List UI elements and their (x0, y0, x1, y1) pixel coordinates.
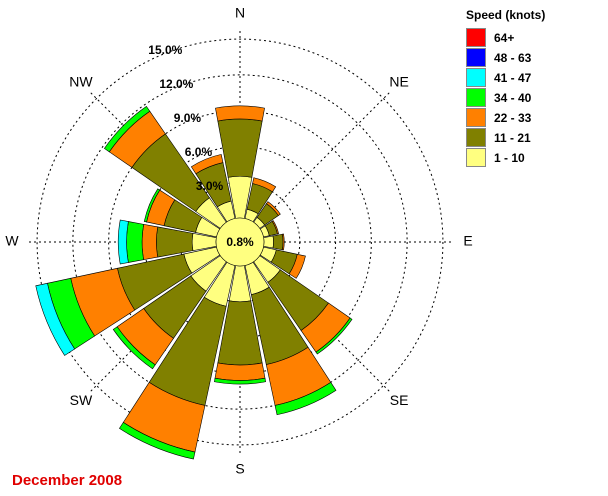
legend-item: 11 - 21 (466, 128, 596, 147)
wedge-wsw-bin-5 (35, 282, 76, 356)
calm-circle (215, 217, 265, 267)
ring-5 (36, 38, 444, 446)
legend-swatch (466, 108, 486, 127)
legend-items: 64+ 48 - 63 41 - 47 34 - 40 22 - 33 11 - 21 1 … (466, 28, 596, 167)
wind-rose-wedges (35, 105, 353, 460)
legend-item: 1 - 10 (466, 148, 596, 167)
legend-item: 41 - 47 (466, 68, 596, 87)
ring-label-1: 3.0% (196, 179, 224, 193)
legend-swatch (466, 28, 486, 47)
wedge-sse-bin-4 (274, 381, 337, 416)
spoke-ne (256, 91, 391, 226)
wedge-s-bin-3 (214, 362, 266, 381)
ring-label-3: 9.0% (174, 111, 202, 125)
legend-label: 34 - 40 (494, 90, 532, 105)
overlay: 0.8% 3.0% 6.0% 9.0% 12.0% 15.0% N NE E SE S SW W NW (5, 5, 472, 477)
wedge-nne-bin-3 (252, 177, 277, 193)
wedge-nw-bin-4 (103, 105, 151, 153)
legend-swatch (466, 128, 486, 147)
footer-date: December 2008 (12, 472, 123, 489)
wedge-e-bin-1 (263, 235, 274, 249)
legend-label: 1 - 10 (494, 150, 525, 165)
wedge-e-bin-2 (272, 233, 284, 251)
wedge-w-bin-4 (126, 221, 145, 263)
legend-item: 64+ (466, 28, 596, 47)
legend-title: Speed (knots) (466, 8, 546, 22)
legend-swatch (466, 88, 486, 107)
calm-label: 0.8% (226, 235, 254, 249)
legend-item: 22 - 33 (466, 108, 596, 127)
wedge-ene-bin-3 (271, 220, 279, 235)
compass-label-se: SE (390, 392, 409, 408)
legend-swatch (466, 48, 486, 67)
wedge-w-bin-5 (117, 219, 129, 265)
wedge-e-bin-3 (282, 233, 285, 251)
wedge-ssw-bin-4 (119, 421, 196, 460)
wedge-ese-bin-3 (288, 253, 306, 279)
ring-label-4: 12.0% (159, 77, 193, 91)
legend-swatch (466, 148, 486, 167)
compass-label-sw: SW (70, 392, 93, 408)
compass-label-nw: NW (69, 74, 93, 90)
legend-swatch (466, 68, 486, 87)
legend: Speed (knots) 64+ 48 - 63 41 - 47 34 - 40 22… (466, 8, 596, 168)
compass-label-s: S (235, 461, 244, 477)
ring-label-2: 6.0% (185, 145, 213, 159)
ring-4 (72, 74, 408, 410)
wedge-nnw-bin-3 (190, 154, 224, 175)
legend-label: 64+ (494, 30, 515, 45)
legend-item: 34 - 40 (466, 88, 596, 107)
wedge-n-bin-3 (215, 105, 265, 122)
wedge-ne-bin-3 (266, 201, 281, 216)
legend-label: 41 - 47 (494, 70, 532, 85)
wedge-sw-bin-4 (112, 326, 156, 370)
wedge-se-bin-4 (315, 317, 353, 355)
legend-item: 48 - 63 (466, 48, 596, 67)
legend-label: 22 - 33 (494, 110, 532, 125)
ring-label-5: 15.0% (148, 43, 182, 57)
wedge-w-bin-2 (156, 226, 194, 258)
compass-label-e: E (463, 233, 472, 249)
compass-label-w: W (5, 233, 19, 249)
compass-label-ne: NE (389, 74, 408, 90)
legend-label: 11 - 21 (494, 130, 531, 145)
wedge-wnw-bin-4 (143, 188, 161, 223)
compass-label-n: N (235, 5, 245, 21)
legend-label: 48 - 63 (494, 50, 532, 65)
wedge-s-bin-4 (214, 377, 266, 385)
wedge-w-bin-3 (141, 223, 159, 261)
